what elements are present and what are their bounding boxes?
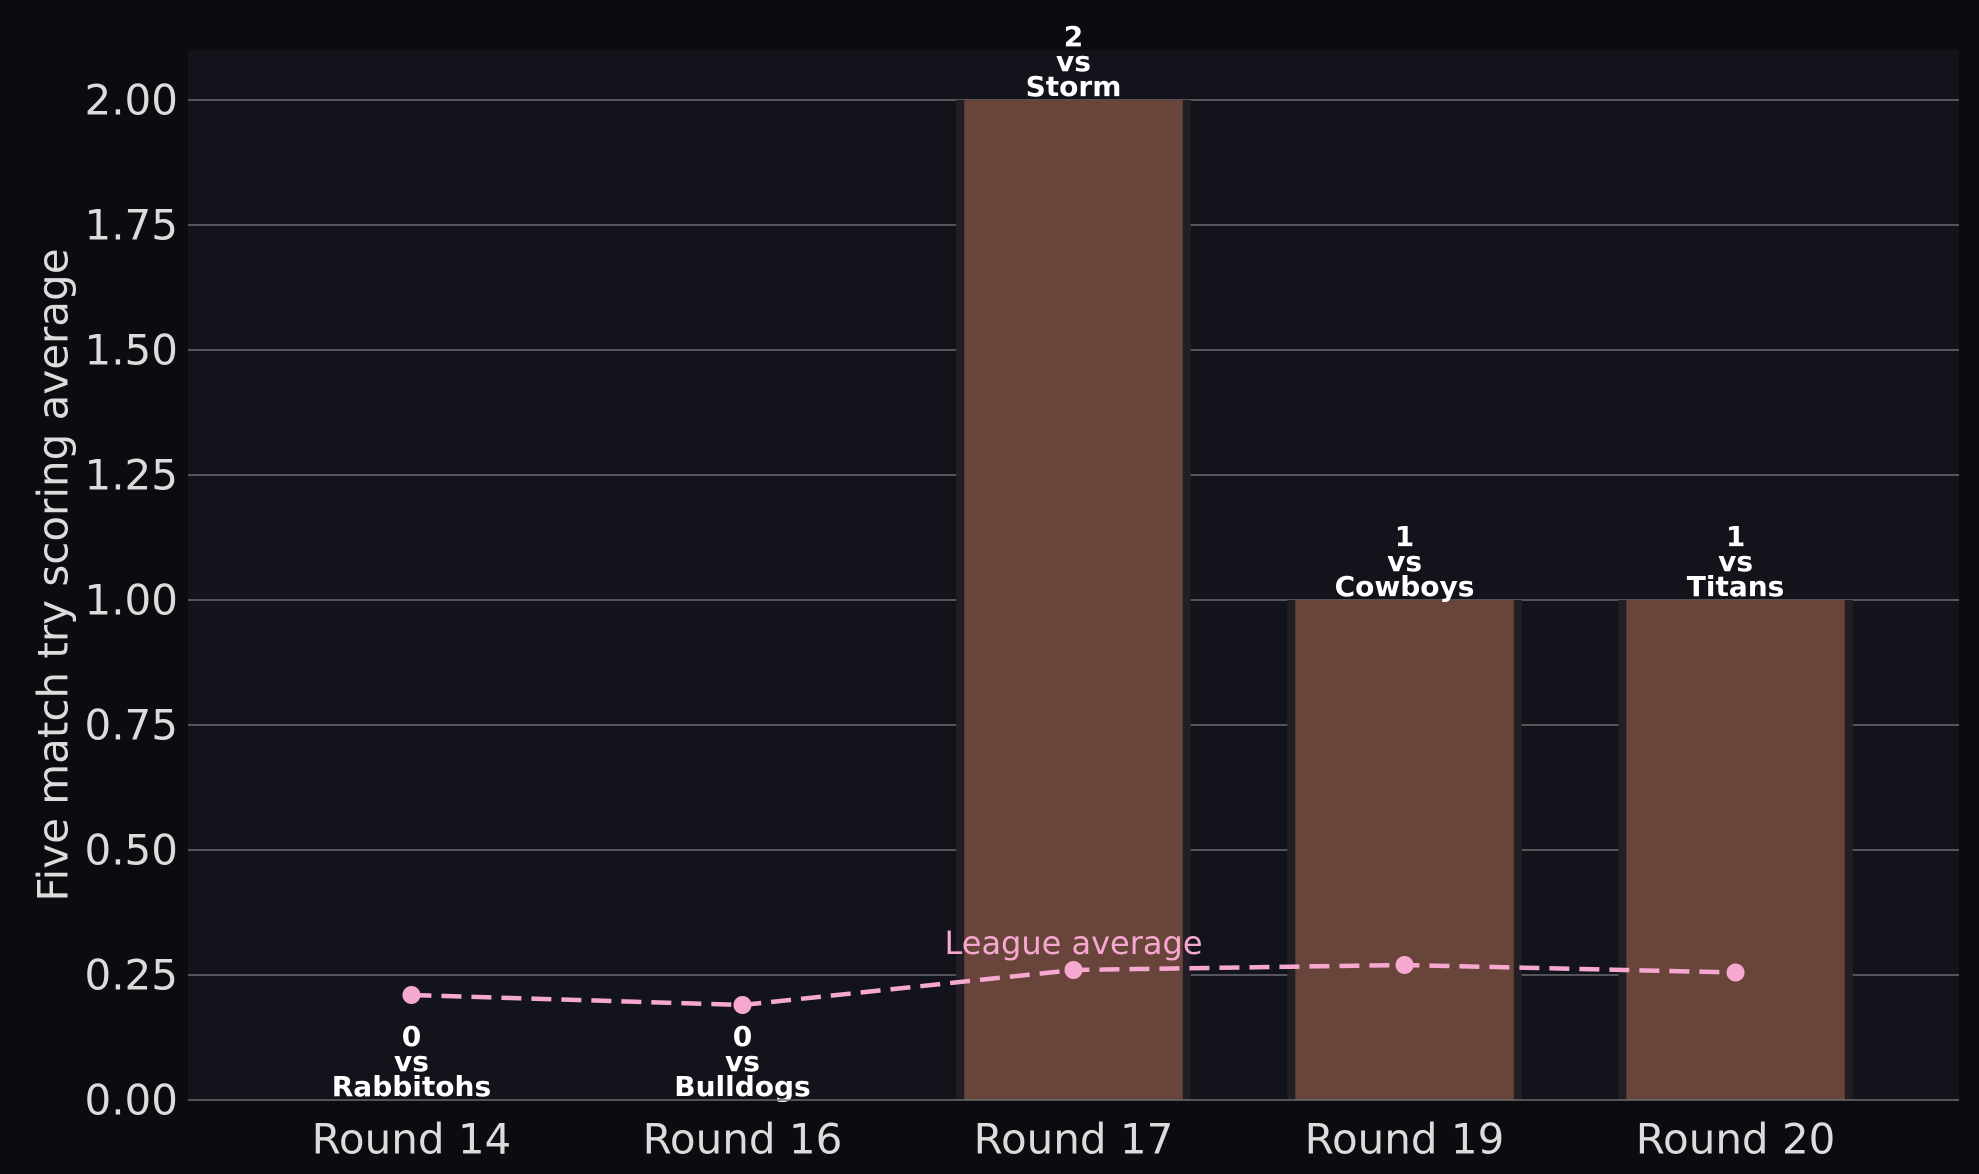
- bar-label: vs: [1718, 545, 1753, 578]
- y-tick-label: 0.75: [84, 701, 178, 750]
- league-average-line: League average: [402, 924, 1745, 1014]
- y-tick-label: 2.00: [84, 76, 178, 125]
- bar-label: 1: [1395, 520, 1414, 553]
- bar-label: 0: [733, 1020, 752, 1053]
- bar-label: 0: [402, 1020, 421, 1053]
- bar: [964, 100, 1183, 1100]
- y-tick-label: 0.00: [84, 1076, 178, 1125]
- bar-label: 2: [1064, 20, 1083, 53]
- y-tick-label: 0.25: [84, 951, 178, 1000]
- league-average-point: [1064, 961, 1083, 979]
- x-tick-label: Round 20: [1636, 1115, 1836, 1164]
- league-average-annotation: League average: [944, 924, 1202, 962]
- x-tick-label: Round 14: [312, 1115, 512, 1164]
- bar-label: Storm: [1026, 70, 1122, 103]
- x-tick-label: Round 17: [974, 1115, 1174, 1164]
- league-average-point: [402, 986, 421, 1004]
- bars: [956, 100, 1853, 1100]
- league-average-point: [1395, 956, 1414, 974]
- bar-label: vs: [725, 1045, 760, 1078]
- x-tick-label: Round 19: [1305, 1115, 1505, 1164]
- bar-label: Titans: [1687, 570, 1785, 603]
- league-average-point: [1726, 963, 1745, 982]
- bar-label: Bulldogs: [674, 1070, 810, 1103]
- y-tick-label: 1.25: [84, 451, 178, 500]
- league-average-point: [733, 996, 752, 1014]
- y-tick-label: 1.00: [84, 576, 178, 625]
- bar-label: vs: [394, 1045, 429, 1078]
- bar-label: vs: [1056, 45, 1091, 78]
- y-axis-label: Five match try scoring average: [29, 248, 78, 901]
- y-tick-label: 0.50: [84, 826, 178, 875]
- axis-ticks: 0.00 0.25 0.50 0.75 1.00 1.25 1.50 1.75 2.00 Roun…: [84, 76, 1835, 1164]
- bar-labels: 0vsRabbitohs0vsBulldogs2vsStorm1vsCowboy…: [332, 20, 1785, 1103]
- bar-label: Cowboys: [1335, 570, 1475, 603]
- y-tick-label: 1.50: [84, 326, 178, 375]
- bar: [1626, 600, 1845, 1100]
- y-tick-label: 1.75: [84, 201, 178, 250]
- bar-label: vs: [1387, 545, 1422, 578]
- bar-label: Rabbitohs: [332, 1070, 491, 1103]
- bar-label: 1: [1726, 520, 1745, 553]
- x-tick-label: Round 16: [643, 1115, 843, 1164]
- bar: [1295, 600, 1514, 1100]
